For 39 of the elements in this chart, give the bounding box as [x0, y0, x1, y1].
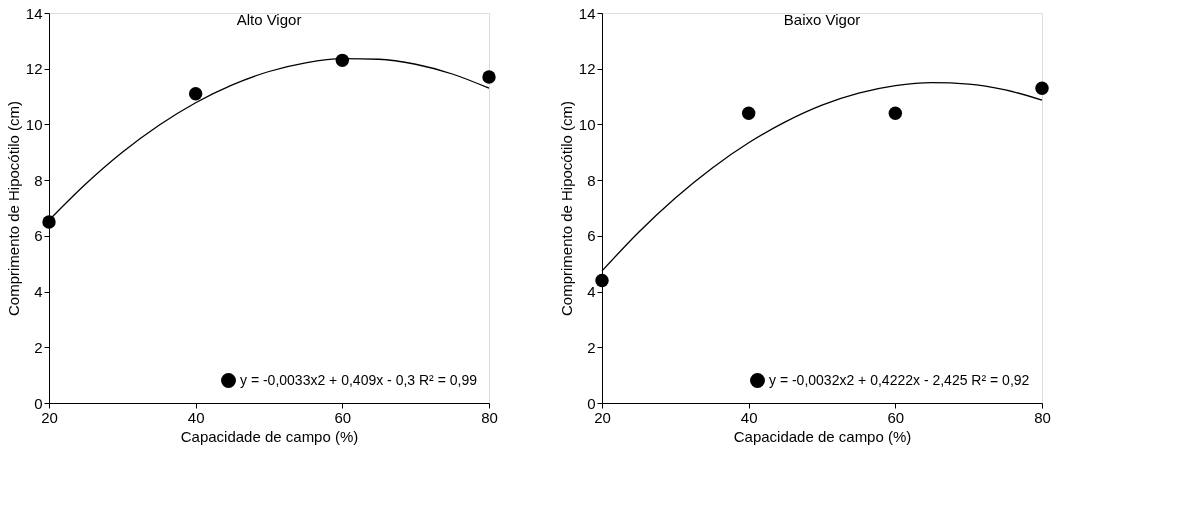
point — [188, 87, 203, 101]
legend-label: y = -0,0033x2 + 0,409x - 0,3 R² = 0,99 — [240, 371, 478, 388]
x-tick-label: 40 — [187, 408, 205, 426]
x-tick-label: 40 — [740, 408, 758, 426]
x-tick-label: 80 — [1034, 408, 1051, 426]
point — [741, 106, 756, 120]
y-tick-label: 14 — [578, 4, 596, 22]
point — [482, 70, 496, 84]
y-tick-label: 12 — [578, 60, 596, 78]
x-tick-label: 80 — [481, 408, 498, 426]
y-tick-label: 10 — [578, 115, 596, 133]
y-axis-title: Comprimento de Hipocótilo (cm) — [4, 100, 22, 317]
point — [42, 215, 56, 229]
y-tick-label: 2 — [587, 338, 596, 356]
chart-title: Baixo Vigor — [783, 11, 861, 28]
y-tick-label: 8 — [587, 171, 596, 189]
point — [595, 273, 609, 288]
x-axis-title: Capacidade de campo (%) — [180, 427, 359, 445]
y-tick-label: 0 — [34, 394, 43, 412]
y-tick-label: 2 — [34, 338, 43, 356]
chart-title: Alto Vigor — [236, 11, 302, 28]
x-tick-label: 60 — [334, 408, 352, 426]
x-tick-label: 20 — [594, 408, 611, 426]
x-tick-label: 60 — [887, 408, 905, 426]
y-tick-label: 0 — [587, 394, 596, 412]
y-tick-label: 8 — [34, 171, 43, 189]
y-axis-title: Comprimento de Hipocótilo (cm) — [557, 100, 575, 317]
y-tick-label: 4 — [34, 283, 43, 301]
y-tick-label: 6 — [587, 227, 596, 245]
point — [888, 106, 903, 120]
y-tick-label: 4 — [587, 283, 596, 301]
legend-label: y = -0,0032x2 + 0,4222x - 2,425 R² = 0,92 — [769, 371, 1030, 388]
y-tick-label: 6 — [34, 227, 43, 245]
y-tick-label: 10 — [25, 115, 43, 133]
y-tick-label: 14 — [25, 4, 43, 22]
x-tick-label: 20 — [41, 408, 58, 426]
x-axis-title: Capacidade de campo (%) — [733, 427, 912, 445]
point — [1035, 81, 1049, 95]
y-tick-label: 12 — [25, 60, 43, 78]
